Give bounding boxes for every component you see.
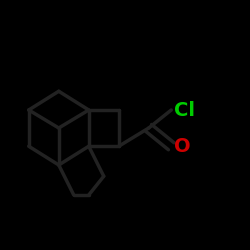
Text: Cl: Cl <box>174 100 195 119</box>
Text: O: O <box>174 137 190 156</box>
